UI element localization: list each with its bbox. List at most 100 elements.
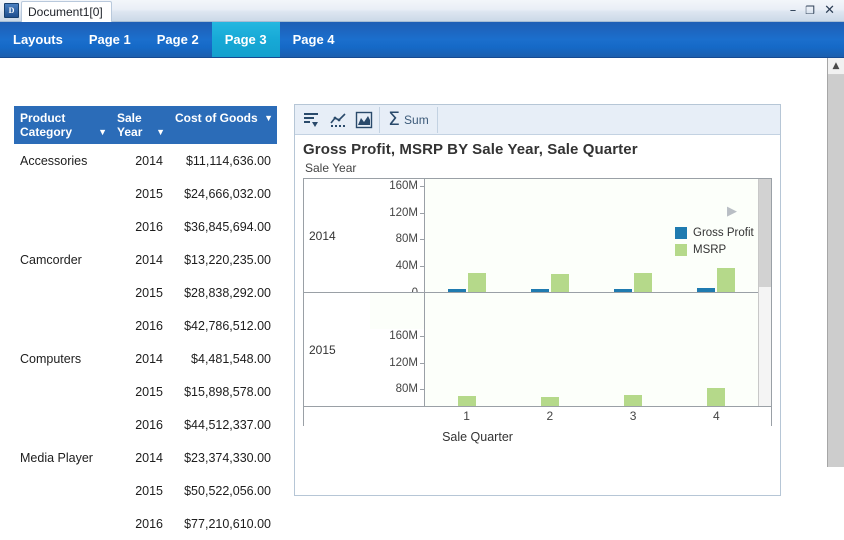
table-row[interactable]: Computers 2014 $4,481,548.00 xyxy=(14,342,277,375)
bar-msrp[interactable] xyxy=(717,267,736,292)
chart-panel: Σ Sum Gross Profit, MSRP BY Sale Year, S… xyxy=(294,104,781,496)
cell-product-category: Camcorder xyxy=(14,243,111,276)
legend-swatch-msrp xyxy=(675,244,687,256)
bar-msrp[interactable] xyxy=(467,273,486,292)
bar-gross-profit[interactable] xyxy=(697,287,716,292)
cell-product-category: Computers xyxy=(14,342,111,375)
minimize-button[interactable]: – xyxy=(789,3,797,18)
column-header-product-category[interactable]: Product Category ▼ xyxy=(14,106,111,144)
table-row[interactable]: 2015 $24,666,032.00 xyxy=(14,177,277,210)
tab-page-1[interactable]: Page 1 xyxy=(76,22,144,57)
cell-sale-year: 2016 xyxy=(111,210,169,243)
close-button[interactable]: ✕ xyxy=(824,3,835,18)
cell-cost-of-goods: $77,210,610.00 xyxy=(169,507,277,540)
cell-product-category xyxy=(14,276,111,309)
bar-group[interactable] xyxy=(508,329,591,406)
chart-legend: ▶ Gross Profit MSRP xyxy=(675,205,770,261)
bar-msrp[interactable] xyxy=(634,272,653,292)
tab-page-4[interactable]: Page 4 xyxy=(280,22,348,57)
page-vertical-scrollbar[interactable]: ▲ xyxy=(827,58,844,467)
legend-item-msrp[interactable]: MSRP xyxy=(675,244,770,256)
chart-plot-area: 2014 0 40M 80M 120M 160M 2015 0 40M 80M 120M 160… xyxy=(303,178,772,406)
facet-label-2014: 2014 xyxy=(304,179,370,292)
cell-sale-year: 2014 xyxy=(111,342,169,375)
y-axis-line-2014 xyxy=(424,179,425,292)
bar-msrp[interactable] xyxy=(707,388,726,406)
document-tab[interactable]: Document1[0] xyxy=(21,0,112,22)
facet-label-2015: 2015 xyxy=(304,293,370,406)
cell-cost-of-goods: $28,838,292.00 xyxy=(169,276,277,309)
bar-group[interactable] xyxy=(508,179,591,292)
bar-group[interactable] xyxy=(425,329,508,406)
table-row[interactable]: 2016 $42,786,512.00 xyxy=(14,309,277,342)
sort-filter-icon[interactable] xyxy=(299,107,325,133)
chevron-down-icon[interactable]: ▼ xyxy=(98,127,107,137)
table-row[interactable]: 2016 $77,210,610.00 xyxy=(14,507,277,540)
tab-page-1-label: Page 1 xyxy=(88,32,131,47)
cell-product-category: Media Player xyxy=(14,441,111,474)
cell-product-category xyxy=(14,375,111,408)
cell-product-category xyxy=(14,309,111,342)
cell-product-category xyxy=(14,210,111,243)
table-row[interactable]: 2015 $28,838,292.00 xyxy=(14,276,277,309)
chevron-down-icon[interactable]: ▼ xyxy=(264,113,273,123)
bar-msrp[interactable] xyxy=(550,273,569,292)
column-header-cost-of-goods[interactable]: Cost of Goods ▼ xyxy=(169,106,277,144)
facet-panel-2014: 2014 0 40M 80M 120M 160M xyxy=(304,179,771,293)
trend-line-chart-icon[interactable] xyxy=(325,107,351,133)
cell-product-category xyxy=(14,177,111,210)
x-axis-tick-label: 4 xyxy=(713,409,720,423)
page-tab-bar: Layouts Page 1 Page 2 Page 3 Page 4 xyxy=(0,22,844,58)
chevron-down-icon[interactable]: ▼ xyxy=(156,127,165,137)
table-row[interactable]: Accessories 2014 $11,114,636.00 xyxy=(14,144,277,177)
area-chart-icon[interactable] xyxy=(351,107,377,133)
bar-group[interactable] xyxy=(425,179,508,292)
cell-sale-year: 2015 xyxy=(111,474,169,507)
chart-scrollbar-thumb[interactable] xyxy=(759,179,771,287)
cell-cost-of-goods: $36,845,694.00 xyxy=(169,210,277,243)
bar-group[interactable] xyxy=(675,179,758,292)
sigma-icon: Σ xyxy=(388,108,401,130)
bar-gross-profit[interactable] xyxy=(530,288,549,292)
bar-group-container-2014 xyxy=(425,179,758,292)
bar-group-container-2015 xyxy=(425,329,758,406)
toolbar-divider xyxy=(379,106,380,133)
bar-group[interactable] xyxy=(675,329,758,406)
sum-button[interactable]: Σ Sum xyxy=(384,106,438,133)
header-row: Product Category ▼ Sale Year ▼ Cost of G… xyxy=(14,106,277,144)
cell-cost-of-goods: $23,374,330.00 xyxy=(169,441,277,474)
column-header-sale-year[interactable]: Sale Year ▼ xyxy=(111,106,169,144)
restore-button[interactable]: ❐ xyxy=(805,4,816,17)
cell-cost-of-goods: $13,220,235.00 xyxy=(169,243,277,276)
bar-gross-profit[interactable] xyxy=(614,288,633,292)
tab-page-3[interactable]: Page 3 xyxy=(211,22,280,57)
cell-sale-year: 2014 xyxy=(111,243,169,276)
scroll-up-icon[interactable]: ▲ xyxy=(828,58,844,75)
table-row[interactable]: 2015 $15,898,578.00 xyxy=(14,375,277,408)
legend-item-gross-profit[interactable]: Gross Profit xyxy=(675,227,770,239)
chart-title: Gross Profit, MSRP BY Sale Year, Sale Qu… xyxy=(303,141,638,158)
bar-gross-profit[interactable] xyxy=(447,288,466,292)
chart-vertical-scrollbar[interactable] xyxy=(758,179,771,406)
bar-msrp[interactable] xyxy=(457,396,476,406)
table-row[interactable]: Media Player 2014 $23,374,330.00 xyxy=(14,441,277,474)
data-table: Product Category ▼ Sale Year ▼ Cost of G… xyxy=(14,106,277,540)
table-row[interactable]: 2015 $50,522,056.00 xyxy=(14,474,277,507)
tab-layouts[interactable]: Layouts xyxy=(0,22,76,57)
cell-product-category: Accessories xyxy=(14,144,111,177)
legend-expand-icon[interactable]: ▶ xyxy=(727,204,737,219)
cell-sale-year: 2015 xyxy=(111,375,169,408)
table-row[interactable]: 2016 $44,512,337.00 xyxy=(14,408,277,441)
legend-label-msrp: MSRP xyxy=(693,244,727,256)
bar-group[interactable] xyxy=(592,329,675,406)
bar-msrp[interactable] xyxy=(624,395,643,406)
table-row[interactable]: Camcorder 2014 $13,220,235.00 xyxy=(14,243,277,276)
bar-msrp[interactable] xyxy=(540,397,559,406)
table-row[interactable]: 2016 $36,845,694.00 xyxy=(14,210,277,243)
tab-page-2[interactable]: Page 2 xyxy=(144,22,212,57)
legend-swatch-gross-profit xyxy=(675,227,687,239)
cell-sale-year: 2014 xyxy=(111,144,169,177)
cell-sale-year: 2015 xyxy=(111,177,169,210)
bar-group[interactable] xyxy=(592,179,675,292)
